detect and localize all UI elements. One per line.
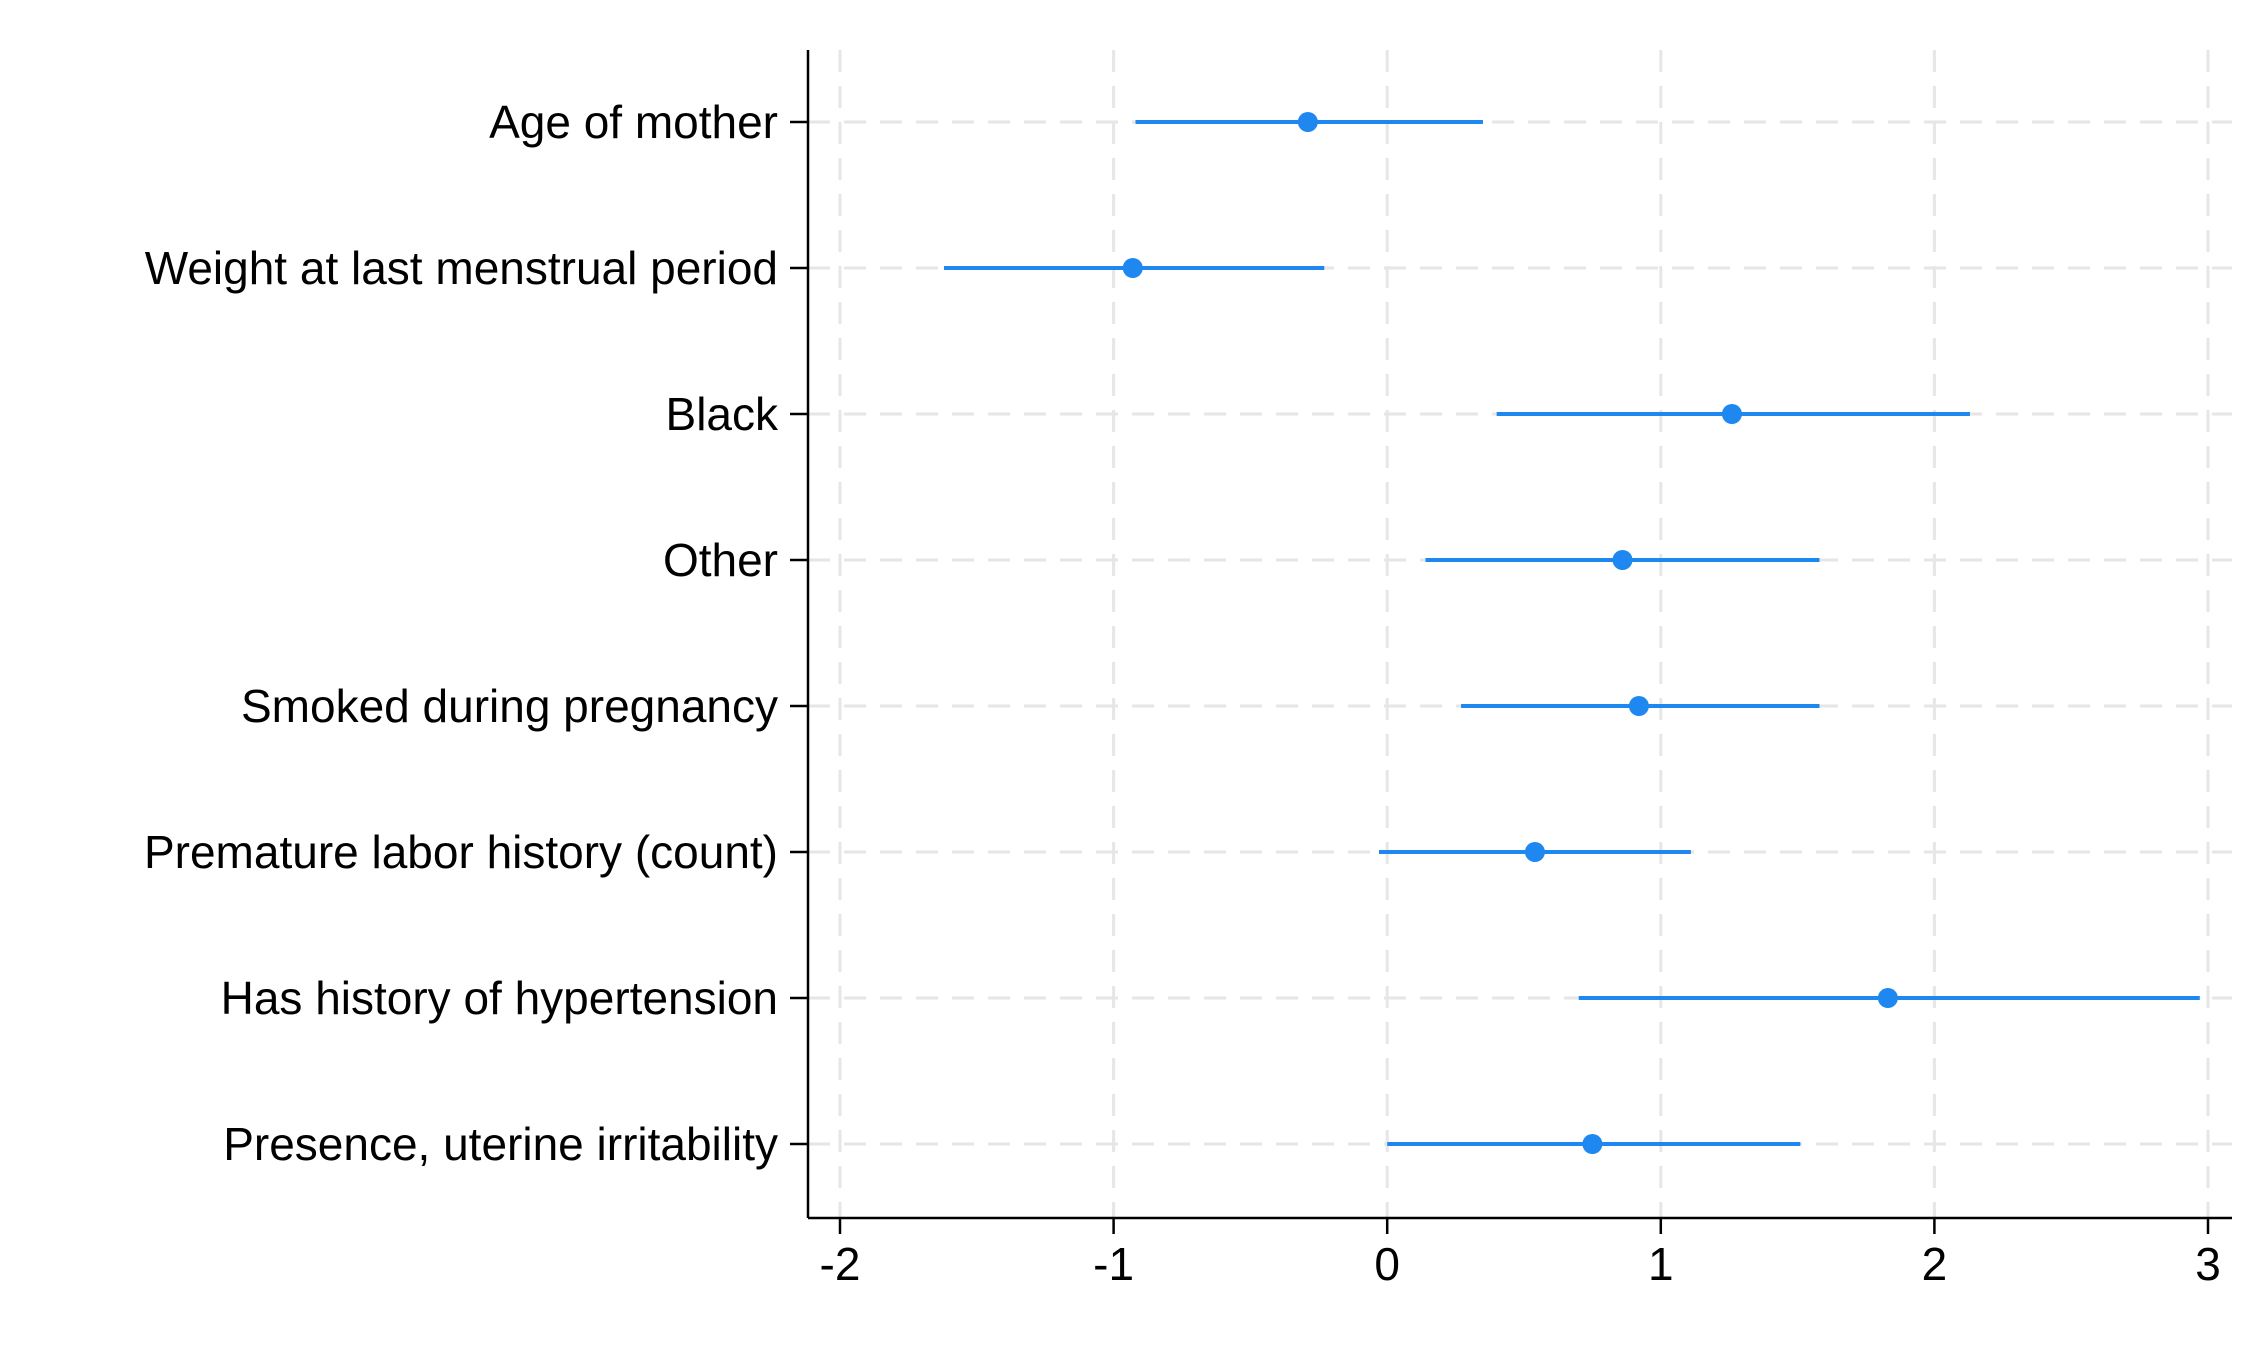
point-estimate	[1122, 258, 1143, 278]
point-estimate	[1877, 988, 1898, 1008]
point-estimate	[1721, 404, 1742, 424]
x-tick-label: 2	[1922, 1238, 1948, 1290]
category-label: Age of mother	[489, 96, 778, 148]
x-tick-label: 1	[1648, 1238, 1674, 1290]
x-tick-label: -1	[1093, 1238, 1134, 1290]
grid-lines	[808, 50, 2232, 1218]
category-label: Presence, uterine irritability	[223, 1118, 778, 1170]
point-estimate	[1612, 550, 1633, 570]
data-marks	[943, 112, 2200, 1154]
category-label: Has history of hypertension	[221, 972, 778, 1024]
x-tick-labels: -2 -1 0 1 2 3	[820, 1238, 2221, 1290]
category-label: Smoked during pregnancy	[241, 680, 778, 732]
category-labels: Age of mother Weight at last menstrual pe…	[144, 96, 779, 1170]
category-label: Black	[666, 388, 779, 440]
category-label: Premature labor history (count)	[144, 826, 778, 878]
x-tick-label: 0	[1374, 1238, 1400, 1290]
x-tick-label: 3	[2195, 1238, 2221, 1290]
point-estimate	[1582, 1134, 1603, 1154]
point-estimate	[1628, 696, 1649, 716]
point-estimate	[1524, 842, 1545, 862]
axes	[790, 50, 2232, 1234]
category-label: Other	[663, 534, 778, 586]
point-estimate	[1297, 112, 1318, 132]
category-label: Weight at last menstrual period	[145, 242, 778, 294]
x-tick-label: -2	[820, 1238, 861, 1290]
